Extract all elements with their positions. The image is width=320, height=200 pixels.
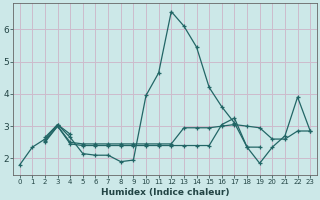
X-axis label: Humidex (Indice chaleur): Humidex (Indice chaleur) — [101, 188, 229, 197]
